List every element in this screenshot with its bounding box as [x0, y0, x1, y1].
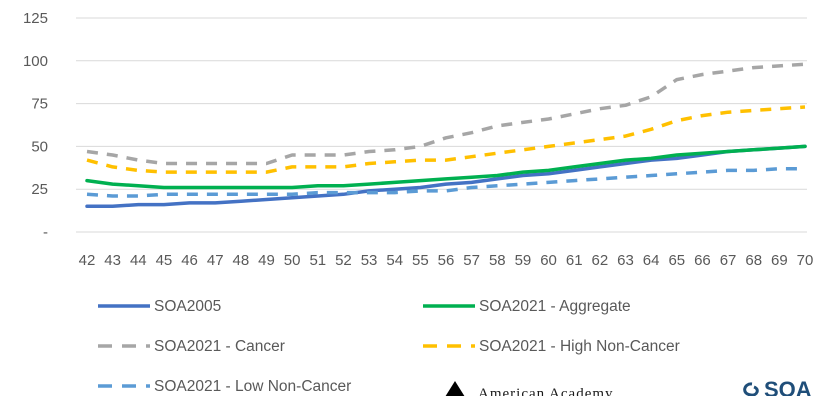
x-tick-label: 63 — [617, 252, 634, 269]
gridlines — [76, 17, 807, 233]
x-tick-label: 70 — [797, 252, 814, 269]
y-axis-ticks: - 25 50 75 100 125 — [23, 10, 48, 241]
x-tick-label: 46 — [181, 252, 198, 269]
x-tick-label: 45 — [156, 252, 173, 269]
x-tick-label: 65 — [668, 252, 685, 269]
x-tick-label: 62 — [592, 252, 609, 269]
x-tick-label: 66 — [694, 252, 711, 269]
series-line-3 — [86, 105, 806, 174]
logos: American Academy SOA — [445, 377, 812, 396]
x-tick-label: 53 — [361, 252, 378, 269]
series-line-1 — [85, 144, 807, 190]
x-tick-label: 64 — [643, 252, 660, 269]
x-tick-label: 48 — [233, 252, 250, 269]
x-tick-label: 56 — [438, 252, 455, 269]
x-tick-label: 52 — [335, 252, 352, 269]
x-tick-label: 49 — [258, 252, 275, 269]
x-tick-label: 69 — [771, 252, 788, 269]
x-tick-label: 61 — [566, 252, 583, 269]
x-tick-label: 54 — [386, 252, 403, 269]
y-tick-label: 125 — [23, 10, 48, 27]
legend-label: SOA2021 - Aggregate — [479, 298, 631, 315]
legend: SOA2005 SOA2021 - Aggregate SOA2021 - Canc… — [98, 298, 680, 395]
legend-label: SOA2021 - Cancer — [154, 338, 285, 355]
soa-swirl-icon — [743, 382, 759, 396]
y-tick-label: 25 — [31, 181, 48, 198]
x-tick-label: 55 — [412, 252, 429, 269]
x-tick-label: 50 — [284, 252, 301, 269]
american-academy-logo-text: American Academy — [478, 386, 614, 396]
x-tick-label: 51 — [309, 252, 326, 269]
y-tick-label: - — [43, 224, 48, 241]
x-tick-label: 57 — [463, 252, 480, 269]
series-line-0 — [85, 144, 807, 209]
legend-label: SOA2005 — [154, 298, 221, 315]
x-tick-label: 68 — [745, 252, 762, 269]
legend-label: SOA2021 - Low Non-Cancer — [154, 378, 351, 395]
series-line-2 — [86, 62, 806, 166]
soa-logo-text: SOA — [764, 377, 812, 396]
legend-label: SOA2021 - High Non-Cancer — [479, 338, 680, 355]
triangle-logo-icon — [445, 381, 465, 396]
x-tick-label: 67 — [720, 252, 737, 269]
y-tick-label: 75 — [31, 96, 48, 113]
y-tick-label: 100 — [23, 53, 48, 70]
x-tick-label: 47 — [207, 252, 224, 269]
x-tick-label: 43 — [104, 252, 121, 269]
series-lines — [85, 62, 807, 209]
x-tick-label: 59 — [515, 252, 532, 269]
x-tick-label: 44 — [130, 252, 147, 269]
x-axis-ticks: 42 43 44 45 46 47 48 49 50 51 52 53 54 55 56 57 58 59 60 61… — [79, 252, 814, 269]
x-tick-label: 42 — [79, 252, 96, 269]
y-tick-label: 50 — [31, 138, 48, 155]
x-tick-label: 60 — [540, 252, 557, 269]
x-tick-label: 58 — [489, 252, 506, 269]
